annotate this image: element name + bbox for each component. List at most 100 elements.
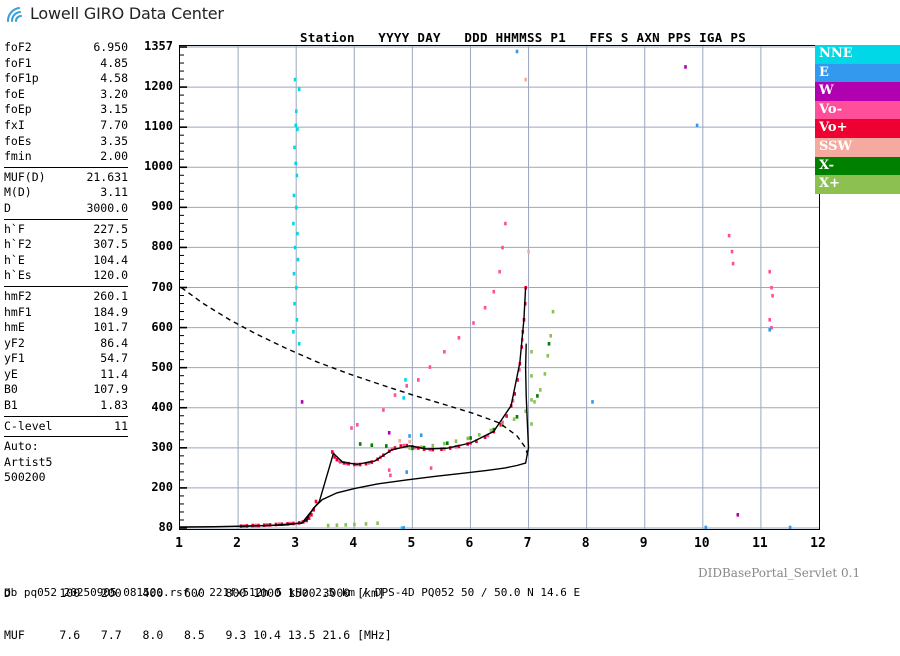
param-value: 307.5 bbox=[93, 237, 128, 252]
divider bbox=[4, 415, 128, 417]
param-value: 54.7 bbox=[100, 351, 128, 366]
series-profile-trace-overlay bbox=[240, 287, 527, 527]
legend-item-nne[interactable]: NNE bbox=[815, 45, 900, 64]
param-value: 2.00 bbox=[100, 149, 128, 164]
param-group-clevel: C-level 11 bbox=[4, 419, 128, 435]
param-value: 4.85 bbox=[100, 55, 128, 70]
direction-legend: NNE E W Vo- Vo+ SSW X- X+ bbox=[815, 45, 900, 194]
param-row: h`E 104.4 bbox=[4, 253, 128, 269]
legend-item-vo[interactable]: Vo+ bbox=[815, 119, 900, 138]
station-header-columns: Station YYYY DAY DDD HHMMSS P1 FFS S AXN… bbox=[300, 30, 747, 45]
ionogram-plot[interactable] bbox=[179, 45, 820, 530]
x-axis-tick-label: 1 bbox=[175, 536, 183, 551]
legend-label: E bbox=[819, 64, 829, 80]
param-name: yF2 bbox=[4, 335, 25, 350]
x-axis-tick-label: 9 bbox=[639, 536, 648, 551]
legend-item-vo[interactable]: Vo- bbox=[815, 100, 900, 120]
param-value: 7.70 bbox=[100, 117, 128, 132]
autoscaler-name: Artist5 bbox=[4, 454, 53, 469]
y-axis-tick-label: 1357 bbox=[144, 39, 173, 53]
y-axis-tick-label: 1200 bbox=[144, 79, 173, 94]
param-name: hmE bbox=[4, 320, 25, 335]
series-e bbox=[402, 49, 792, 529]
param-value: 3.20 bbox=[100, 86, 128, 101]
y-axis-ticks bbox=[180, 46, 187, 529]
param-row: foEs 3.35 bbox=[4, 134, 128, 150]
param-row: foE 3.20 bbox=[4, 87, 128, 103]
param-name: h`Es bbox=[4, 268, 32, 283]
param-row: h`F2 307.5 bbox=[4, 237, 128, 253]
param-name: B1 bbox=[4, 398, 18, 413]
param-row: fmin 2.00 bbox=[4, 149, 128, 165]
param-group-profile: hmF2 260.1 hmF1 184.9 hmE 101.7 yF2 86.4 yF1 54.7… bbox=[4, 289, 128, 414]
legend-item-ssw[interactable]: SSW bbox=[815, 137, 900, 157]
param-row: foF1p 4.58 bbox=[4, 71, 128, 87]
param-group-virtual-heights: h`F 227.5 h`F2 307.5 h`E 104.4 h`Es 120.0 bbox=[4, 222, 128, 284]
param-name: h`F2 bbox=[4, 237, 32, 252]
legend-label: X- bbox=[819, 157, 835, 173]
servlet-version: DIDBasePortal_Servlet 0.1 bbox=[698, 566, 861, 580]
divider bbox=[4, 166, 128, 168]
ionospheric-parameters-panel: foF2 6.950 foF1 4.85 foF1p 4.58 foE 3.20 foEp 3.1… bbox=[4, 40, 128, 486]
param-row: D 3000.0 bbox=[4, 201, 128, 217]
param-name: D bbox=[4, 200, 11, 215]
autoscaler-label: Auto: bbox=[4, 439, 39, 454]
series-ssw bbox=[398, 77, 530, 444]
param-row: foF1 4.85 bbox=[4, 56, 128, 72]
param-name: M(D) bbox=[4, 185, 32, 200]
param-row: B1 1.83 bbox=[4, 398, 128, 414]
param-name: yE bbox=[4, 366, 18, 381]
param-row: hmF2 260.1 bbox=[4, 289, 128, 305]
divider bbox=[4, 218, 128, 220]
param-row: C-level 11 bbox=[4, 419, 128, 435]
param-name: foF2 bbox=[4, 40, 32, 54]
muf-row: MUF 7.6 7.7 8.0 8.5 9.3 10.4 13.5 21.6 [… bbox=[4, 628, 392, 642]
param-value: 11.4 bbox=[100, 366, 128, 381]
legend-item-e[interactable]: E bbox=[815, 63, 900, 83]
series-nne bbox=[292, 77, 407, 529]
brand-title: Lowell GIRO Data Center bbox=[30, 4, 224, 23]
param-group-characteristics: foF2 6.950 foF1 4.85 foF1p 4.58 foE 3.20 foEp 3.1… bbox=[4, 40, 128, 165]
x-axis-tick-label: 11 bbox=[752, 536, 768, 551]
x-axis-tick-label: 12 bbox=[810, 536, 826, 551]
param-value: 11 bbox=[114, 418, 128, 433]
x-axis-tick-label: 8 bbox=[581, 536, 590, 551]
brand-header: Lowell GIRO Data Center bbox=[6, 4, 224, 23]
param-name: fxI bbox=[4, 117, 25, 132]
param-value: 3.15 bbox=[100, 102, 128, 117]
param-row: foF2 6.950 bbox=[4, 40, 128, 56]
param-row: hmF1 184.9 bbox=[4, 305, 128, 321]
x-axis-tick-label: 10 bbox=[693, 536, 710, 551]
x-axis-tick-label: 7 bbox=[523, 536, 532, 551]
param-name: h`F bbox=[4, 221, 25, 236]
param-value: 3000.0 bbox=[86, 200, 128, 215]
param-name: foEs bbox=[4, 133, 32, 148]
source-file-line: db pq052 20250905 081500.rsf / 221fx512h… bbox=[4, 586, 581, 599]
param-value: 107.9 bbox=[93, 382, 128, 397]
y-axis-tick-label: 200 bbox=[151, 479, 173, 494]
legend-label: X+ bbox=[819, 176, 840, 192]
legend-item-x[interactable]: X- bbox=[815, 156, 900, 176]
muf-distance-table: D 100 200 400 600 800 1000 1500 3000 [km… bbox=[4, 558, 392, 656]
param-value: 4.58 bbox=[100, 71, 128, 86]
x-axis-tick-label: 3 bbox=[291, 536, 300, 551]
legend-item-x[interactable]: X+ bbox=[815, 175, 900, 194]
param-name: C-level bbox=[4, 418, 53, 433]
legend-item-w[interactable]: W bbox=[815, 82, 900, 101]
param-value: 227.5 bbox=[93, 221, 128, 236]
y-axis-tick-label: 400 bbox=[151, 399, 173, 414]
param-value: 104.4 bbox=[93, 252, 128, 267]
param-value: 6.950 bbox=[93, 40, 128, 54]
distance-row: D 100 200 400 600 800 1000 1500 3000 [km… bbox=[4, 586, 385, 600]
param-row: yF1 54.7 bbox=[4, 351, 128, 367]
param-value: 3.35 bbox=[100, 133, 128, 148]
x-axis-tick-label: 5 bbox=[407, 536, 416, 551]
param-row: yE 11.4 bbox=[4, 367, 128, 383]
param-row: h`Es 120.0 bbox=[4, 268, 128, 284]
series-x- bbox=[358, 342, 551, 451]
param-name: foEp bbox=[4, 102, 32, 117]
param-value: 120.0 bbox=[93, 268, 128, 283]
param-value: 86.4 bbox=[100, 335, 128, 350]
param-value: 1.83 bbox=[100, 398, 128, 413]
autoscaler-code: 500200 bbox=[4, 470, 46, 485]
